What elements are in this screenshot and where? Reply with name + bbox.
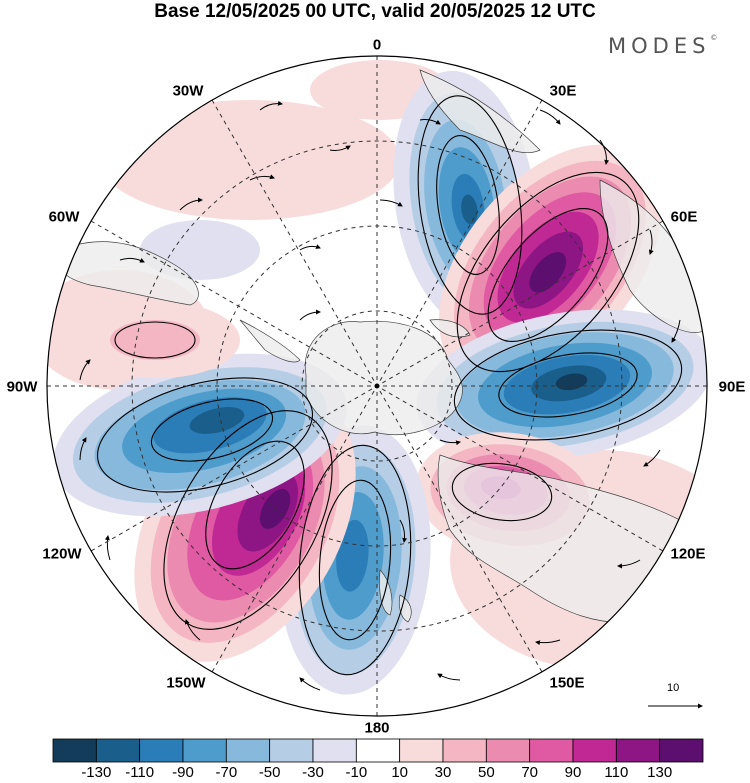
lon-label-180: 180 — [364, 719, 390, 737]
brand-text: MODES — [608, 34, 711, 58]
colorbar-swatch — [52, 738, 97, 763]
colorbar-swatch — [312, 738, 357, 763]
colorbar-swatch — [269, 738, 314, 763]
colorbar-swatch — [572, 738, 617, 763]
colorbar-tick-label: -50 — [258, 764, 281, 781]
colorbar-swatch — [399, 738, 444, 763]
lon-label-150e: 150E — [549, 674, 585, 692]
lon-label-30e: 30E — [549, 82, 577, 100]
lon-label-120w: 120W — [42, 545, 82, 563]
lon-label-150w: 150W — [166, 674, 206, 692]
coastlines — [57, 69, 706, 623]
lon-label-0: 0 — [372, 36, 382, 54]
colorbar-tick-label: 90 — [564, 764, 582, 781]
colorbar-swatch — [529, 738, 574, 763]
modes-logo: MODES© — [608, 34, 717, 58]
colorbar-swatch — [182, 738, 227, 763]
colorbar-tick-label: 70 — [521, 764, 538, 781]
colorbar-swatch — [659, 738, 704, 763]
colorbar-tick-label: 50 — [477, 764, 495, 781]
colorbar-tick-label: 30 — [434, 764, 452, 781]
colorbar-tick-label: 110 — [604, 764, 629, 781]
map-title: Base 12/05/2025 00 UTC, valid 20/05/2025… — [154, 1, 596, 22]
colorbar-swatch — [95, 738, 141, 763]
colorbar-tick-label: -30 — [302, 764, 324, 781]
colorbar-tick-label: -90 — [172, 764, 194, 781]
colorbar — [52, 738, 704, 763]
colorbar-swatch — [225, 738, 271, 763]
wind-arrows — [79, 100, 681, 691]
reference-vector-value: 10 — [667, 682, 680, 694]
copyright-mark: © — [710, 34, 718, 42]
colorbar-tick-label: -10 — [345, 764, 368, 781]
colorbar-tick-label: -70 — [215, 764, 238, 781]
colorbar-swatch — [615, 738, 661, 763]
lon-label-60w: 60W — [48, 208, 80, 226]
colorbar-tick-label: -110 — [125, 764, 155, 781]
colorbar-swatch — [139, 738, 184, 763]
anomaly-field — [47, 56, 707, 716]
colorbar-swatch — [442, 738, 487, 763]
lon-label-30w: 30W — [172, 82, 204, 100]
map-border — [46, 55, 708, 717]
colorbar-swatch — [355, 738, 401, 763]
colorbar-tick-label: 130 — [647, 764, 673, 781]
lon-label-60e: 60E — [670, 208, 698, 226]
lon-label-120e: 120E — [670, 545, 706, 563]
lon-label-90e: 90E — [718, 378, 746, 396]
colorbar-tick-label: 10 — [391, 764, 408, 781]
colorbar-tick-label: -130 — [81, 764, 112, 781]
colorbar-swatch — [485, 738, 531, 763]
lon-label-90w: 90W — [6, 378, 38, 396]
